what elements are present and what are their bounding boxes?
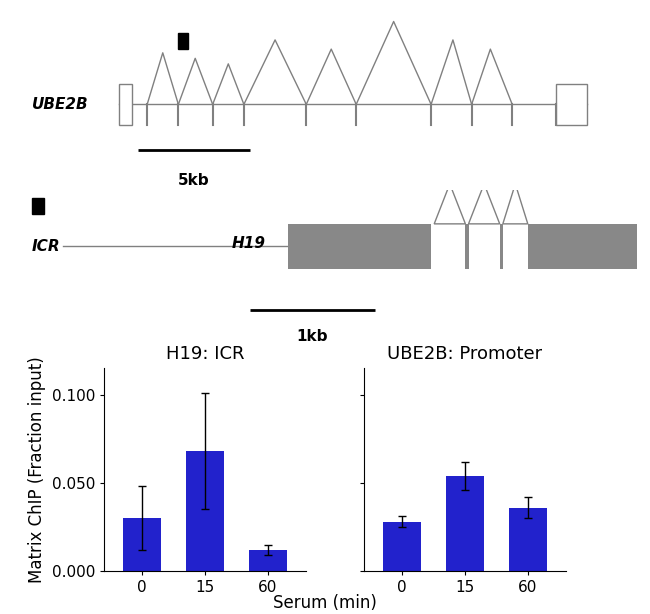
Bar	[509, 508, 547, 571]
Bar	[446, 476, 484, 571]
Text: Serum (min): Serum (min)	[273, 594, 377, 612]
Text: 1kb: 1kb	[297, 329, 328, 344]
Text: H19: H19	[231, 236, 265, 251]
Text: UBE2B: UBE2B	[32, 97, 88, 112]
Text: UBE2B: Promoter: UBE2B: Promoter	[387, 345, 542, 363]
Y-axis label: Matrix ChIP (Fraction input): Matrix ChIP (Fraction input)	[28, 356, 46, 583]
Polygon shape	[469, 184, 500, 224]
Bar	[465, 224, 469, 268]
Bar	[178, 33, 188, 49]
Polygon shape	[503, 184, 528, 224]
Bar	[32, 198, 44, 214]
Bar	[500, 224, 503, 268]
Bar	[528, 224, 637, 268]
Bar	[186, 451, 224, 571]
Bar	[249, 550, 287, 571]
Polygon shape	[434, 184, 465, 224]
Text: 5kb: 5kb	[178, 173, 210, 187]
Text: H19: ICR: H19: ICR	[166, 345, 244, 363]
Bar	[287, 224, 431, 268]
Bar	[383, 522, 421, 571]
Text: ICR: ICR	[32, 239, 60, 254]
Bar	[556, 84, 587, 125]
Bar	[123, 518, 161, 571]
Bar	[119, 84, 131, 125]
